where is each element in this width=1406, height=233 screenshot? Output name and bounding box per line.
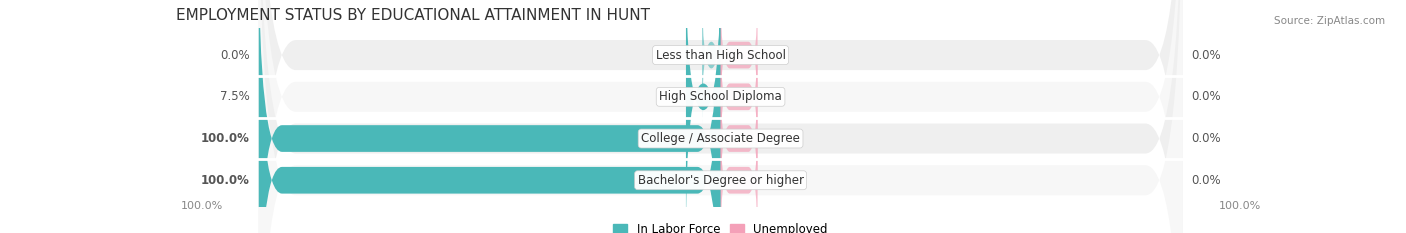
FancyBboxPatch shape — [721, 27, 758, 167]
Text: 100.0%: 100.0% — [201, 174, 250, 187]
Text: College / Associate Degree: College / Associate Degree — [641, 132, 800, 145]
FancyBboxPatch shape — [721, 69, 758, 209]
FancyBboxPatch shape — [721, 110, 758, 233]
FancyBboxPatch shape — [259, 0, 1182, 233]
FancyBboxPatch shape — [259, 0, 1182, 233]
FancyBboxPatch shape — [702, 0, 721, 125]
Text: Bachelor's Degree or higher: Bachelor's Degree or higher — [637, 174, 804, 187]
Text: Source: ZipAtlas.com: Source: ZipAtlas.com — [1274, 16, 1385, 26]
Text: High School Diploma: High School Diploma — [659, 90, 782, 103]
Text: 0.0%: 0.0% — [1191, 132, 1222, 145]
Text: 0.0%: 0.0% — [1191, 174, 1222, 187]
FancyBboxPatch shape — [259, 0, 1182, 233]
FancyBboxPatch shape — [259, 0, 721, 233]
Text: EMPLOYMENT STATUS BY EDUCATIONAL ATTAINMENT IN HUNT: EMPLOYMENT STATUS BY EDUCATIONAL ATTAINM… — [176, 8, 650, 23]
Text: 100.0%: 100.0% — [1219, 201, 1261, 211]
Text: 0.0%: 0.0% — [1191, 48, 1222, 62]
Legend: In Labor Force, Unemployed: In Labor Force, Unemployed — [609, 219, 832, 233]
Text: 0.0%: 0.0% — [219, 48, 250, 62]
FancyBboxPatch shape — [259, 0, 1182, 233]
Text: 0.0%: 0.0% — [1191, 90, 1222, 103]
Text: 100.0%: 100.0% — [201, 132, 250, 145]
Text: Less than High School: Less than High School — [655, 48, 786, 62]
FancyBboxPatch shape — [686, 0, 721, 233]
FancyBboxPatch shape — [259, 0, 721, 233]
Text: 100.0%: 100.0% — [180, 201, 222, 211]
FancyBboxPatch shape — [721, 0, 758, 125]
Text: 7.5%: 7.5% — [219, 90, 250, 103]
